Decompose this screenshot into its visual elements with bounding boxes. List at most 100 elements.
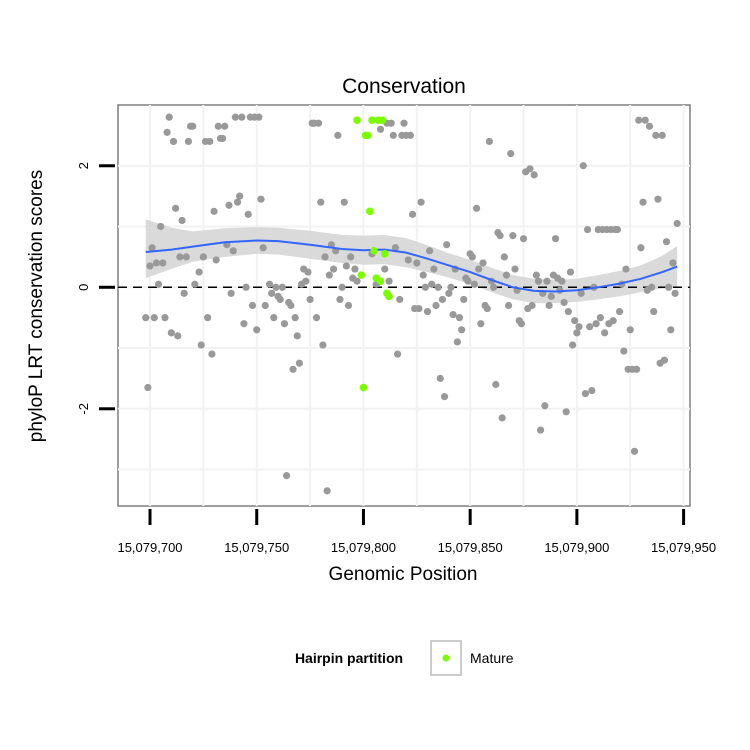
legend-entry-mature: Mature bbox=[470, 650, 514, 666]
data-point bbox=[338, 283, 346, 291]
data-point bbox=[447, 283, 455, 291]
data-point bbox=[291, 314, 299, 322]
data-point bbox=[490, 283, 498, 291]
y-tick-label: -2 bbox=[76, 403, 91, 415]
data-point bbox=[620, 347, 628, 355]
data-point bbox=[144, 383, 152, 392]
data-point bbox=[645, 122, 654, 130]
data-point bbox=[421, 283, 429, 291]
data-point bbox=[558, 277, 566, 285]
mature-data-point bbox=[380, 250, 389, 258]
data-point bbox=[159, 259, 167, 267]
data-point bbox=[238, 113, 246, 121]
legend: Hairpin partition Mature bbox=[295, 640, 514, 676]
data-point bbox=[468, 253, 476, 261]
data-point bbox=[458, 326, 466, 334]
data-point bbox=[660, 356, 668, 364]
data-point bbox=[376, 125, 385, 133]
data-point bbox=[479, 259, 487, 267]
data-point bbox=[199, 253, 207, 261]
data-point bbox=[669, 259, 677, 267]
data-point bbox=[248, 301, 257, 310]
data-point bbox=[615, 307, 624, 316]
data-point bbox=[485, 137, 493, 146]
mature-data-point bbox=[366, 207, 374, 216]
data-point bbox=[432, 301, 440, 310]
data-point bbox=[276, 295, 284, 304]
data-point bbox=[265, 280, 274, 288]
chart-title: Conservation bbox=[342, 75, 466, 98]
mature-data-point bbox=[363, 131, 372, 140]
data-point bbox=[255, 113, 263, 121]
data-point bbox=[195, 268, 203, 276]
data-point bbox=[637, 244, 645, 252]
data-point bbox=[278, 283, 286, 291]
smooth-trend-line bbox=[145, 239, 678, 293]
data-point bbox=[184, 137, 193, 146]
data-point bbox=[564, 307, 572, 316]
plot-panel bbox=[117, 104, 691, 507]
data-point bbox=[229, 247, 237, 255]
data-point bbox=[242, 283, 250, 291]
data-point bbox=[233, 198, 242, 206]
data-point bbox=[586, 323, 594, 331]
data-point bbox=[547, 292, 555, 300]
data-point bbox=[295, 359, 304, 367]
data-point bbox=[189, 122, 197, 130]
data-point bbox=[534, 277, 543, 285]
data-point bbox=[492, 380, 500, 389]
data-point bbox=[381, 265, 389, 273]
mature-data-point bbox=[368, 116, 376, 124]
data-point bbox=[579, 162, 587, 170]
data-point bbox=[253, 326, 261, 334]
data-point bbox=[500, 253, 508, 261]
data-point bbox=[268, 289, 276, 297]
data-point bbox=[426, 247, 434, 255]
data-point bbox=[325, 271, 333, 279]
data-points-layer bbox=[142, 113, 681, 495]
data-point bbox=[613, 225, 622, 234]
mature-data-point bbox=[378, 116, 387, 124]
data-point bbox=[293, 332, 301, 340]
data-point bbox=[596, 314, 604, 322]
data-point bbox=[154, 280, 163, 288]
data-point bbox=[261, 301, 269, 310]
y-axis: -2 0 2 bbox=[76, 162, 115, 415]
data-point bbox=[536, 426, 545, 434]
mature-data-point bbox=[353, 116, 361, 124]
data-point bbox=[342, 262, 350, 270]
data-point bbox=[221, 122, 229, 130]
data-point bbox=[340, 198, 348, 206]
data-point bbox=[477, 320, 485, 328]
grid-lines bbox=[118, 105, 690, 506]
smooth-line-layer bbox=[145, 239, 678, 293]
y-tick-label: 0 bbox=[76, 284, 91, 291]
data-point bbox=[396, 295, 404, 304]
data-point bbox=[641, 116, 649, 124]
data-point bbox=[417, 198, 425, 206]
data-point bbox=[302, 277, 310, 285]
data-point bbox=[577, 289, 585, 297]
data-point bbox=[142, 314, 150, 322]
data-point bbox=[583, 225, 592, 234]
data-point bbox=[323, 487, 331, 495]
data-point bbox=[434, 283, 442, 291]
data-point bbox=[212, 256, 220, 264]
data-point bbox=[148, 244, 156, 252]
data-point bbox=[560, 298, 568, 307]
data-point bbox=[347, 253, 355, 261]
data-point bbox=[415, 304, 423, 313]
data-point bbox=[511, 265, 519, 273]
data-point bbox=[259, 244, 267, 252]
data-point bbox=[165, 113, 173, 121]
data-point bbox=[526, 165, 534, 173]
data-point bbox=[647, 283, 656, 291]
data-point bbox=[652, 131, 660, 139]
data-point bbox=[592, 320, 600, 328]
data-point bbox=[174, 332, 182, 340]
data-point bbox=[287, 301, 295, 310]
data-point bbox=[176, 253, 184, 261]
data-point bbox=[304, 268, 312, 276]
data-point bbox=[240, 320, 248, 328]
